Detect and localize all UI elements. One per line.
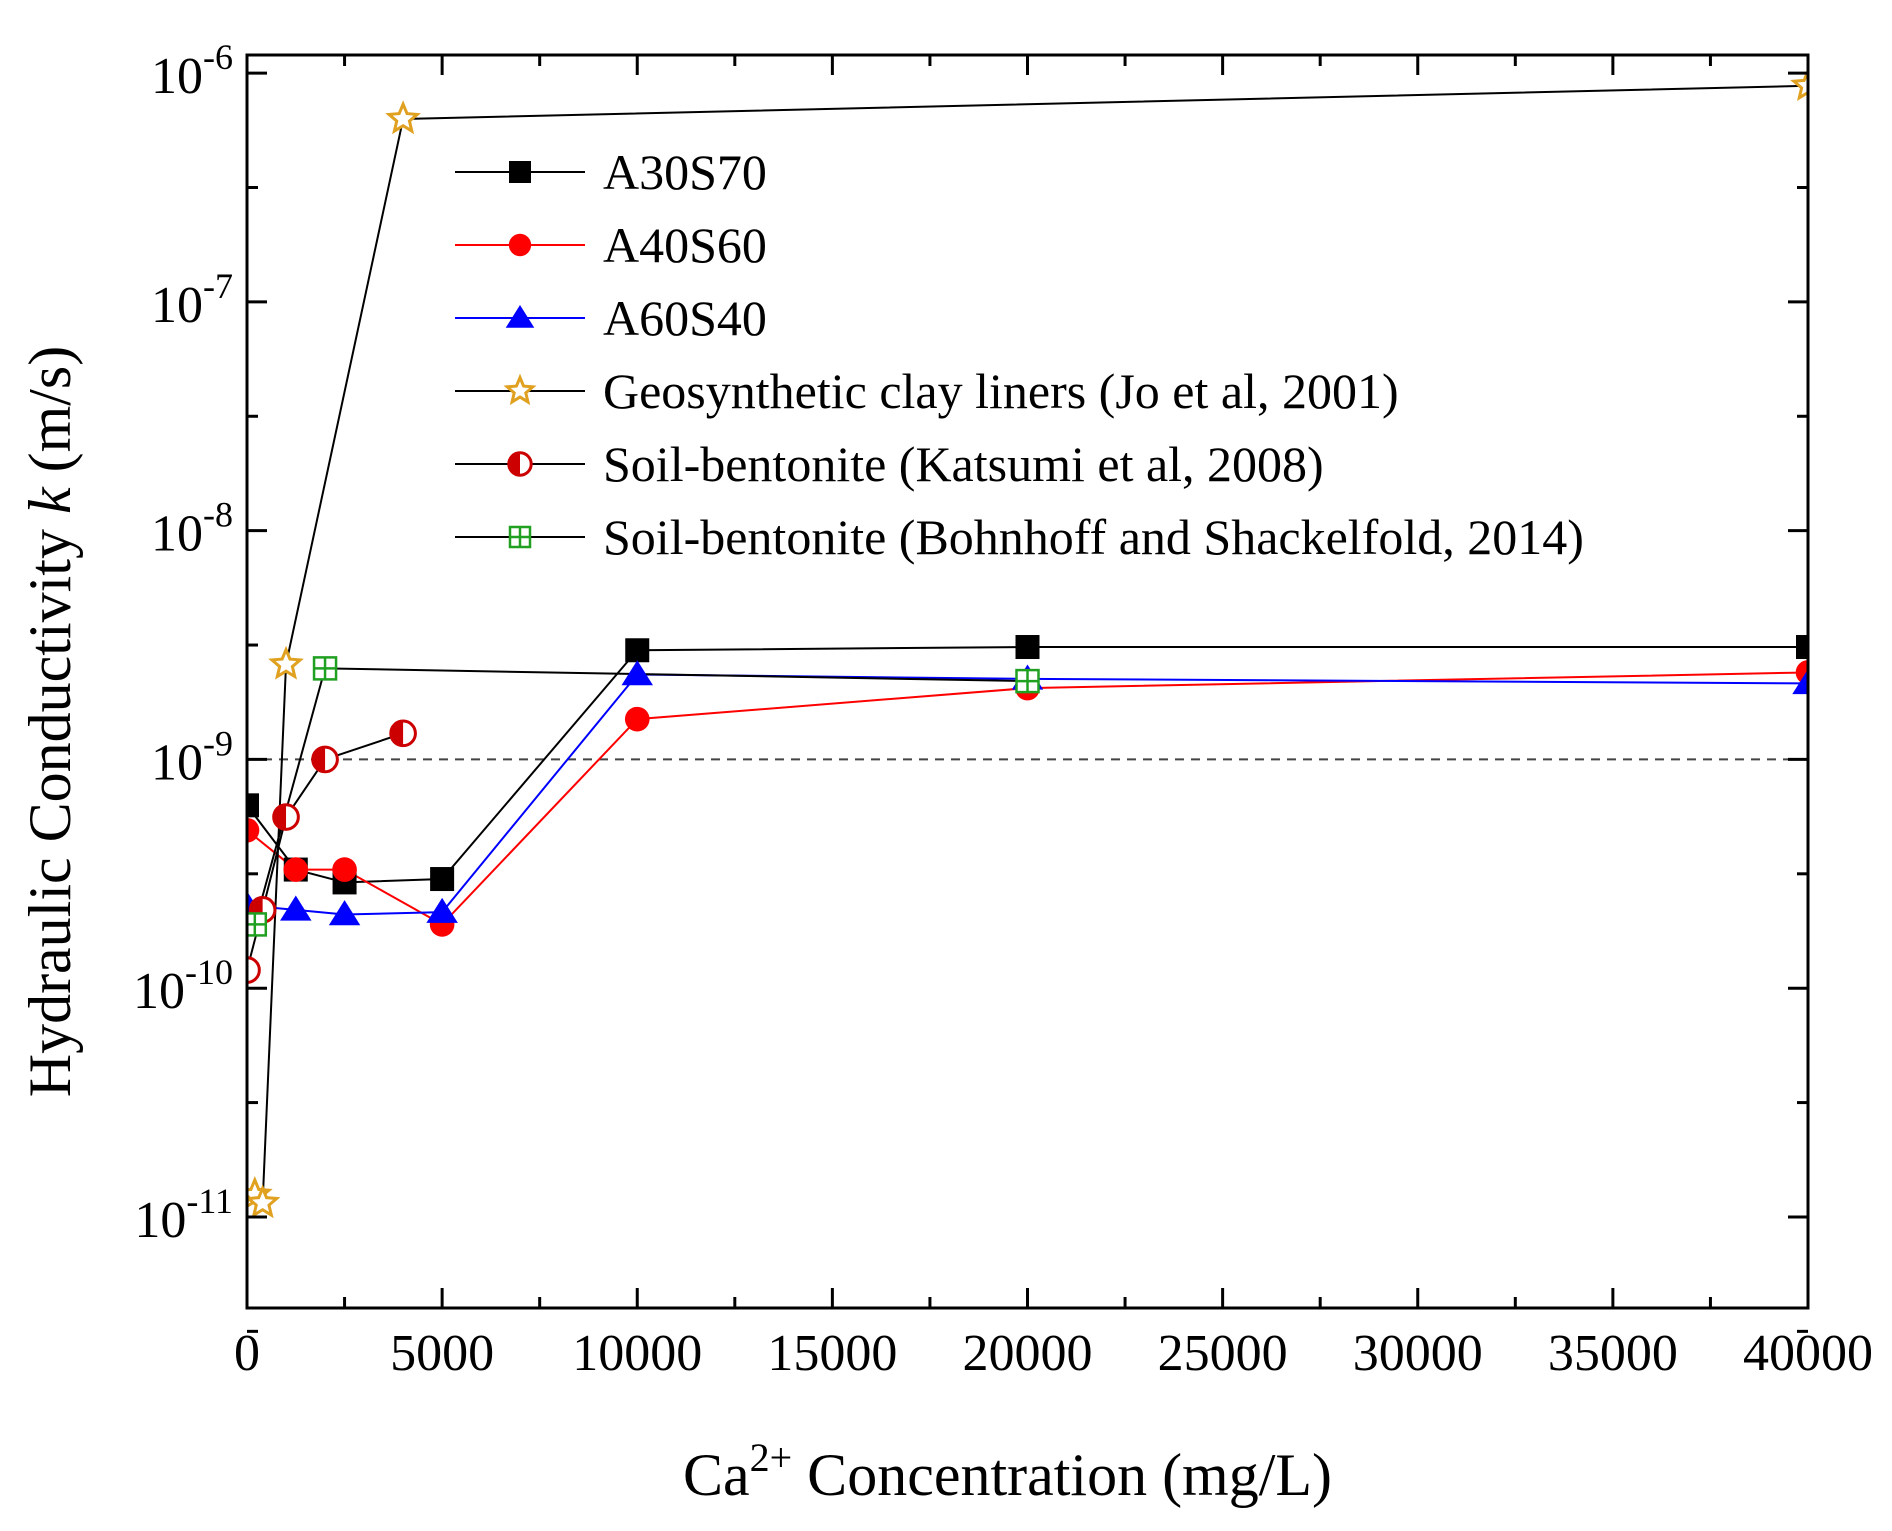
marker-triangle-filled-s3-p3 [328,900,361,926]
marker-circle-filled-legend [508,233,532,257]
marker-square-cross-s6-p3 [1015,668,1040,694]
marker-circle-filled-s2-p5 [624,706,650,732]
x-tick-label: 20000 [963,1325,1093,1382]
marker-circle-filled-s2-p2 [283,857,309,882]
x-axis-title: Ca2+ Concentration (mg/L) [683,1435,1332,1508]
tick-labels: 0 5000 10000 15000 20000 25000 30000 35000 40000… [133,37,1873,1382]
marker-square-filled-s1-p5 [625,638,650,663]
marker-square-cross-legend [508,525,532,549]
y-tick-label: 10-7 [151,266,233,334]
y-tick-label: 10-6 [151,37,233,105]
marker-square-filled-s1-p4 [430,867,455,892]
y-axis-title: Hydraulic Conductivity k (m/s) [17,346,83,1098]
x-tick-label: 0 [234,1325,260,1382]
marker-triangle-filled-s3-p4 [426,897,458,923]
marker-circle-half-s5-p4 [311,745,339,774]
legend-label: Geosynthetic clay liners (Jo et al, 2001… [603,363,1399,419]
x-tick-label: 25000 [1158,1325,1288,1382]
marker-circle-half-s5-p3 [272,803,300,831]
marker-circle-half-s5-p1 [247,956,261,984]
series-line-2 [247,671,1808,926]
legend-entry-4: Geosynthetic clay liners (Jo et al, 2001… [455,363,1399,419]
legend-label: A40S60 [603,217,767,273]
marker-star-open-s4-p4 [385,100,421,135]
marker-star-open-legend [503,373,537,406]
marker-circle-half-s5-p5 [389,719,417,748]
legend-entry-1: A30S70 [455,144,767,200]
legend-entry-3: A60S40 [455,290,767,346]
y-tick-label: 10-9 [151,723,233,791]
marker-star-open-s4-p3 [268,645,304,680]
marker-triangle-filled-s3-p2 [280,895,312,921]
marker-square-cross-s6-p1 [247,912,268,937]
marker-circle-filled-s2-p3 [332,857,357,882]
x-tick-label: 15000 [767,1325,897,1382]
legend: A30S70 A40S60 A60S40 Geosynthetic clay line… [455,144,1584,565]
axis-ticks [245,55,1810,1333]
marker-triangle-filled-legend [505,305,535,328]
marker-square-filled-s1-p6 [1015,635,1040,660]
series-line-3 [247,673,1808,916]
legend-entry-5: Soil-bentonite (Katsumi et al, 2008) [455,436,1324,492]
legend-label: Soil-bentonite (Bohnhoff and Shackelfold… [603,509,1584,565]
marker-star-open-s4-p2 [247,1184,281,1219]
x-tick-label: 10000 [572,1325,702,1382]
legend-entry-2: A40S60 [455,217,767,273]
marker-square-cross-s6-p2 [312,656,338,681]
series-markers [247,67,1808,1219]
marker-square-filled-s1-p7 [1796,635,1808,660]
y-tick-label: 10-8 [151,495,233,563]
x-tick-label: 5000 [390,1325,494,1382]
marker-square-filled-legend [509,161,531,183]
x-tick-label: 30000 [1353,1325,1483,1382]
marker-circle-filled-s2-p1 [247,817,260,843]
legend-label: A60S40 [603,290,767,346]
marker-circle-half-legend [507,451,533,477]
legend-label: Soil-bentonite (Katsumi et al, 2008) [603,436,1324,492]
marker-star-open-s4-p5 [1790,67,1808,101]
legend-entry-6: Soil-bentonite (Bohnhoff and Shackelfold… [455,509,1584,565]
y-tick-label: 10-11 [134,1181,233,1249]
series-line-6 [253,667,1028,925]
legend-label: A30S70 [603,144,767,200]
marker-triangle-filled-s3-p7 [1792,669,1808,695]
marker-square-filled-s1-p1 [247,793,259,818]
x-tick-label: 40000 [1743,1325,1873,1382]
y-tick-label: 10-10 [133,952,233,1020]
marker-triangle-filled-s3-p5 [621,660,653,686]
x-tick-label: 35000 [1548,1325,1678,1382]
